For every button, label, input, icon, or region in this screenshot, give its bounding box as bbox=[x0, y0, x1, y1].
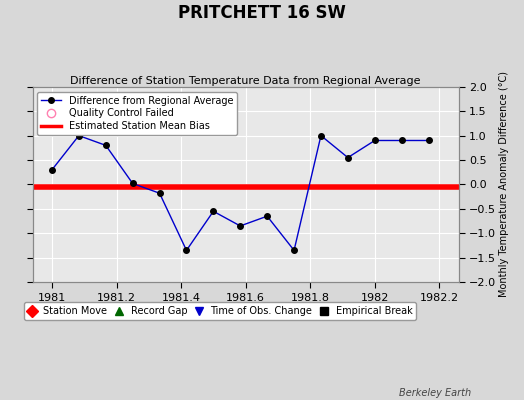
Text: Berkeley Earth: Berkeley Earth bbox=[399, 388, 472, 398]
Y-axis label: Monthly Temperature Anomaly Difference (°C): Monthly Temperature Anomaly Difference (… bbox=[499, 72, 509, 298]
Text: PRITCHETT 16 SW: PRITCHETT 16 SW bbox=[178, 4, 346, 22]
Title: Difference of Station Temperature Data from Regional Average: Difference of Station Temperature Data f… bbox=[70, 76, 421, 86]
Legend: Station Move, Record Gap, Time of Obs. Change, Empirical Break: Station Move, Record Gap, Time of Obs. C… bbox=[24, 302, 417, 320]
